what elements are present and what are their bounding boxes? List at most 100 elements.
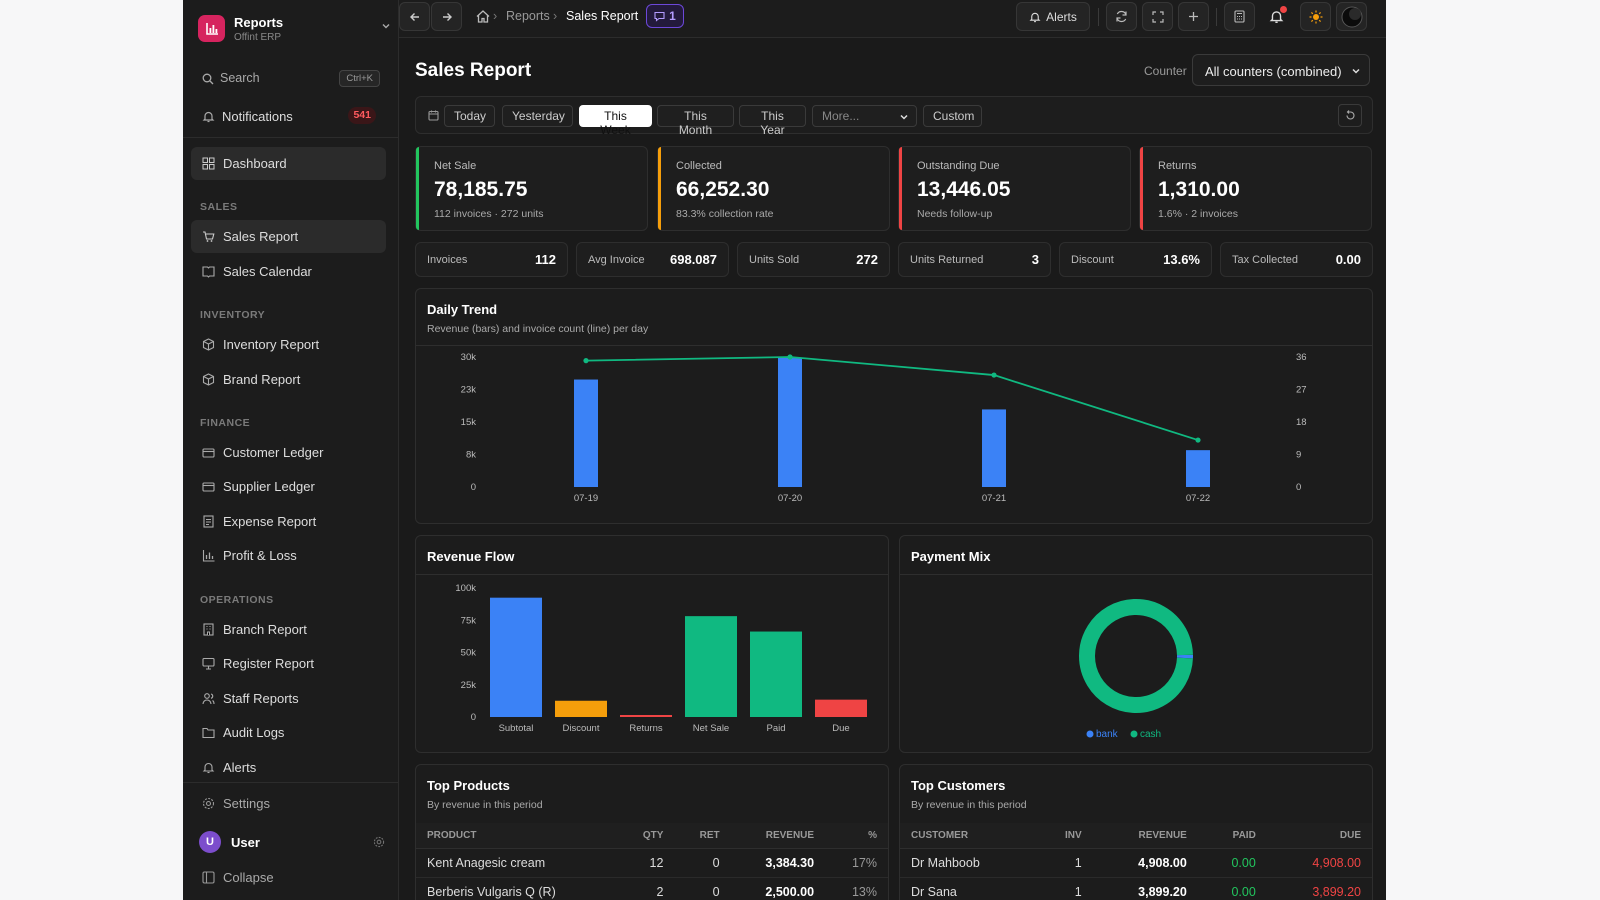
sidebar-search[interactable]: Search Ctrl+K — [202, 68, 380, 90]
filter-this-year[interactable]: This Year — [739, 105, 806, 137]
column-header-qty[interactable]: QTY — [617, 823, 675, 849]
counter-value: All counters (combined) — [1205, 64, 1342, 79]
profile-button[interactable] — [1336, 2, 1367, 31]
reset-icon — [1345, 110, 1355, 120]
column-header-inv[interactable]: INV — [1035, 823, 1093, 849]
x-tick-label: Due — [832, 723, 849, 734]
home-icon[interactable] — [476, 10, 490, 23]
cell-revenue: 3,899.20 — [1092, 877, 1198, 900]
cell-paid: 0.00 — [1197, 877, 1267, 900]
column-header-customer[interactable]: CUSTOMER — [900, 823, 1036, 849]
column-header-due[interactable]: DUE — [1266, 823, 1372, 849]
card-title: Revenue Flow — [427, 549, 515, 564]
sun-icon — [1309, 10, 1322, 23]
stat-discount: Discount 13.6% — [1059, 242, 1212, 277]
gear-icon[interactable] — [373, 836, 385, 848]
sidebar-item-staff-reports[interactable]: Staff Reports — [191, 682, 386, 715]
counter-label: Counter — [1144, 64, 1187, 78]
plus-icon — [1189, 12, 1198, 21]
sidebar-item-brand-report[interactable]: Brand Report — [191, 363, 386, 396]
sidebar-item-dashboard[interactable]: Dashboard — [191, 147, 386, 180]
table-row[interactable]: Dr Mahboob 1 4,908.00 0.00 4,908.00 — [900, 848, 1372, 878]
breadcrumb-reports[interactable]: Reports — [506, 9, 550, 23]
sidebar-notifications[interactable]: Notifications 541 — [202, 106, 380, 128]
arrow-right-icon — [442, 12, 452, 21]
brand-title: Reports — [234, 15, 284, 30]
comments-button[interactable]: 1 — [646, 4, 684, 28]
notification-dot — [1280, 6, 1287, 13]
brand-switcher[interactable]: Reports Offint ERP — [198, 15, 398, 45]
reset-filter-button[interactable] — [1338, 104, 1362, 127]
sidebar-item-label: Audit Logs — [223, 725, 285, 740]
kpi-accent — [1140, 147, 1143, 230]
sidebar-item-audit-logs[interactable]: Audit Logs — [191, 716, 386, 749]
sidebar-item-sales-calendar[interactable]: Sales Calendar — [191, 255, 386, 288]
bell-icon — [1029, 12, 1041, 22]
theme-toggle-button[interactable] — [1300, 2, 1331, 31]
kpi-accent — [416, 147, 419, 230]
sidebar-item-alerts[interactable]: Alerts — [191, 751, 386, 784]
revenue-flow-bar — [815, 699, 867, 717]
top-products-table: PRODUCT QTY RET REVENUE % Kent Anagesic … — [416, 823, 888, 900]
add-button[interactable] — [1178, 2, 1209, 31]
column-header-revenue[interactable]: REVENUE — [1092, 823, 1198, 849]
column-header-paid[interactable]: PAID — [1197, 823, 1267, 849]
box-icon — [202, 338, 215, 351]
sidebar-item-expense-report[interactable]: Expense Report — [191, 505, 386, 538]
stat-value: 0.00 — [1335, 252, 1361, 267]
stat-label: Avg Invoice — [588, 254, 645, 266]
forward-button[interactable] — [431, 2, 462, 31]
sidebar-item-profit-loss[interactable]: Profit & Loss — [191, 539, 386, 572]
filter-custom[interactable]: Custom — [923, 105, 982, 127]
sidebar-collapse[interactable]: Collapse — [191, 861, 386, 894]
sidebar-item-sales-report[interactable]: Sales Report — [191, 220, 386, 253]
cell-paid: 0.00 — [1197, 848, 1267, 878]
filter-this-week[interactable]: This Week — [579, 105, 652, 137]
sidebar-item-settings[interactable]: Settings — [191, 787, 386, 820]
sidebar-item-customer-ledger[interactable]: Customer Ledger — [191, 436, 386, 469]
back-button[interactable] — [399, 2, 430, 31]
x-tick-label: 07-21 — [982, 493, 1006, 504]
refresh-icon — [1116, 10, 1127, 23]
table-row[interactable]: Dr Sana 1 3,899.20 0.00 3,899.20 — [900, 877, 1372, 900]
cell-due: 3,899.20 — [1266, 877, 1372, 900]
sidebar-item-branch-report[interactable]: Branch Report — [191, 613, 386, 646]
refresh-button[interactable] — [1106, 2, 1137, 31]
column-header-ret[interactable]: RET — [674, 823, 731, 849]
revenue-flow-bar — [750, 631, 802, 717]
column-header-percent[interactable]: % — [825, 823, 888, 849]
column-header-revenue[interactable]: REVENUE — [730, 823, 826, 849]
table-row[interactable]: Kent Anagesic cream 12 0 3,384.30 17% — [416, 848, 888, 878]
sidebar-item-inventory-report[interactable]: Inventory Report — [191, 328, 386, 361]
sidebar-item-label: Alerts — [223, 760, 257, 775]
y-tick-label: 0 — [471, 712, 476, 723]
notifications-button[interactable] — [1263, 4, 1289, 30]
section-label-inventory: INVENTORY — [200, 309, 266, 321]
filter-today[interactable]: Today — [444, 105, 495, 127]
monitor-icon — [202, 657, 215, 670]
user-menu[interactable]: U User — [199, 831, 385, 855]
sidebar-item-register-report[interactable]: Register Report — [191, 647, 386, 680]
filter-yesterday[interactable]: Yesterday — [502, 105, 573, 127]
kpi-subtitle: 112 invoices · 272 units — [434, 208, 544, 220]
sidebar-item-label: Sales Calendar — [223, 264, 312, 279]
filter-more-select[interactable]: More... — [812, 105, 917, 127]
kpi-title: Outstanding Due — [917, 160, 1000, 172]
counter-select[interactable]: All counters (combined) — [1192, 54, 1370, 86]
kpi-subtitle: 83.3% collection rate — [676, 208, 774, 220]
notifications-label: Notifications — [222, 109, 293, 124]
calculator-button[interactable] — [1224, 2, 1255, 31]
alerts-button[interactable]: Alerts — [1016, 2, 1090, 31]
x-tick-label: Paid — [766, 723, 785, 734]
fullscreen-button[interactable] — [1142, 2, 1173, 31]
kpi-outstanding-due: Outstanding Due 13,446.05 Needs follow-u… — [898, 146, 1131, 231]
kpi-title: Returns — [1158, 160, 1197, 172]
filter-this-month[interactable]: This Month — [657, 105, 734, 137]
search-icon — [202, 73, 214, 85]
column-header-product[interactable]: PRODUCT — [416, 823, 618, 849]
sidebar-item-supplier-ledger[interactable]: Supplier Ledger — [191, 470, 386, 503]
building-icon — [203, 623, 214, 636]
stat-label: Tax Collected — [1232, 254, 1299, 266]
table-row[interactable]: Berberis Vulgaris Q (R) 2 0 2,500.00 13% — [416, 877, 888, 900]
sidebar-item-label: Collapse — [223, 870, 274, 885]
